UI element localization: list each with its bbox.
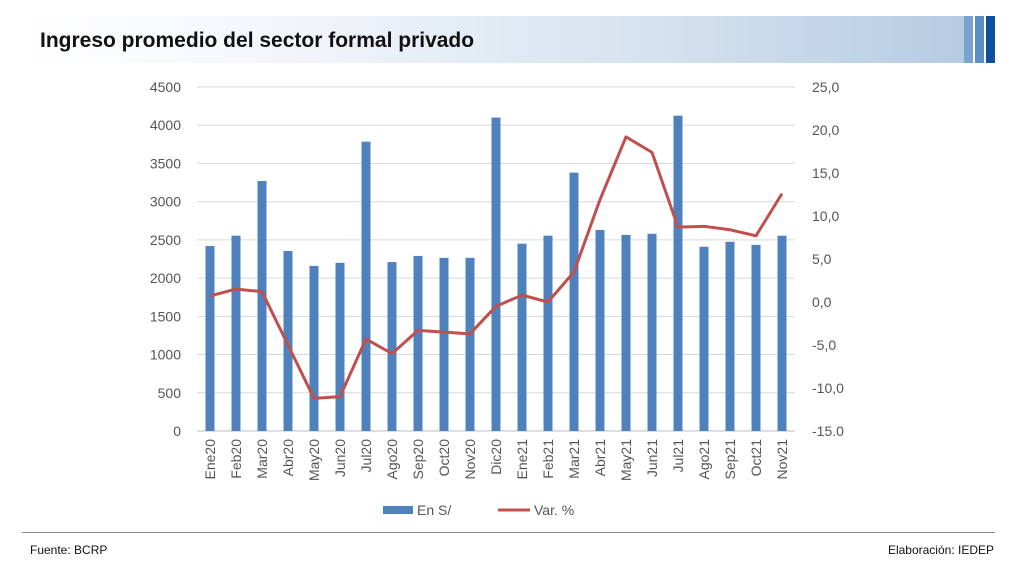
bar [309,265,319,431]
bar [387,262,397,431]
x-tick-label: Ago21 [696,439,712,480]
bar [205,246,215,431]
right-tick-label: -15.0 [812,423,844,439]
x-tick-label: Abr20 [280,439,296,477]
x-tick-label: Jul21 [670,439,686,473]
bar [231,235,241,431]
x-tick-label: Jun21 [644,439,660,477]
bar [699,246,709,431]
bar [283,250,293,431]
bar [647,233,657,431]
left-tick-label: 1500 [150,308,181,324]
x-tick-label: Mar20 [254,439,270,479]
bar [465,257,475,431]
var-line [209,135,784,400]
footer-divider [22,532,995,533]
bar [335,262,345,431]
left-tick-label: 1000 [150,347,181,363]
x-tick-label: Mar21 [566,439,582,479]
right-tick-label: 5,0 [812,251,832,267]
x-tick-label: Nov21 [774,439,790,480]
left-tick-label: 3500 [150,155,181,171]
x-tick-label: Ago20 [384,439,400,480]
header-stripe [964,16,973,63]
right-tick-label: -10,0 [812,380,844,396]
legend-label: Var. % [534,502,574,518]
right-tick-label: 15,0 [812,165,839,181]
bar [517,243,527,431]
bar [413,255,423,431]
bar [439,257,449,431]
x-tick-label: Feb21 [540,439,556,479]
x-tick-label: Nov20 [462,439,478,480]
source-note: Fuente: BCRP [30,543,108,557]
bar [361,141,371,431]
bar [621,234,631,431]
bar [725,241,735,431]
bar [491,117,501,432]
x-tick-label: Ene20 [202,439,218,480]
x-tick-label: Abr21 [592,439,608,477]
left-tick-label: 3000 [150,194,181,210]
bar [595,229,605,431]
header-stripe [986,16,995,63]
x-tick-label: Feb20 [228,439,244,479]
x-tick-label: Oct20 [436,439,452,477]
legend-swatch-bar [383,506,413,514]
left-tick-label: 4500 [150,79,181,95]
x-tick-label: May21 [618,439,634,481]
bar [257,181,267,431]
right-tick-label: 25,0 [812,79,839,95]
x-tick-label: Dic20 [488,439,504,475]
left-tick-label: 2000 [150,270,181,286]
x-tick-label: Jun20 [332,439,348,477]
x-tick-label: May20 [306,439,322,481]
right-tick-label: 10,0 [812,208,839,224]
header-banner [22,16,964,63]
x-tick-label: Sep20 [410,439,426,480]
left-tick-label: 0 [173,423,181,439]
bar [751,244,761,431]
x-tick-label: Sep21 [722,439,738,480]
bar [777,235,787,431]
legend: En S/ Var. % [383,502,574,518]
right-tick-label: 0,0 [812,294,832,310]
legend-label: En S/ [417,502,451,518]
x-tick-label: Ene21 [514,439,530,480]
page-title: Ingreso promedio del sector formal priva… [40,29,475,52]
bar [569,172,579,431]
credit-note: Elaboración: IEDEP [887,543,994,557]
left-tick-label: 500 [158,385,182,401]
right-tick-label: 20,0 [812,122,839,138]
bar [543,235,553,431]
bar [673,115,683,432]
x-tick-label: Jul20 [358,439,374,473]
left-tick-label: 4000 [150,117,181,133]
header-stripe [975,16,984,63]
left-tick-label: 2500 [150,232,181,248]
x-tick-label: Oct21 [748,439,764,477]
right-tick-label: -5,0 [812,337,836,353]
